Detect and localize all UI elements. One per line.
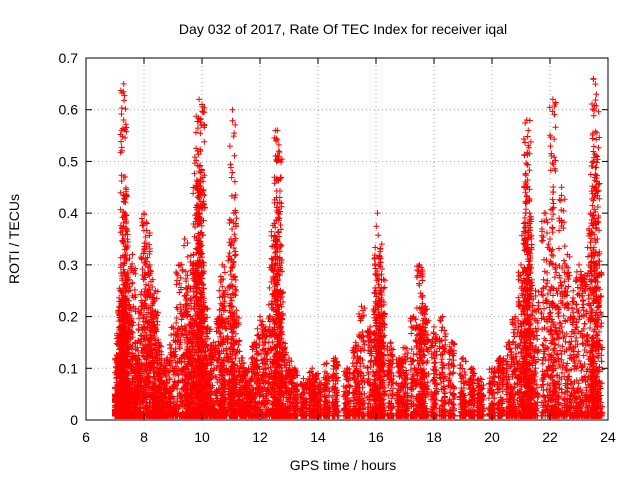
- data-point: [127, 335, 134, 342]
- chart-title: Day 032 of 2017, Rate Of TEC Index for r…: [179, 21, 507, 37]
- data-point: [132, 308, 139, 315]
- data-point: [128, 267, 135, 274]
- data-point: [132, 294, 139, 301]
- data-point: [123, 272, 130, 279]
- data-point: [129, 251, 136, 258]
- data-point: [116, 311, 123, 318]
- data-point: [132, 265, 139, 272]
- data-point: [130, 303, 137, 310]
- data-point: [112, 384, 118, 391]
- data-point: [129, 260, 136, 267]
- data-point: [133, 353, 140, 360]
- data-point: [131, 286, 138, 293]
- data-point: [129, 363, 136, 370]
- data-points: [112, 75, 606, 419]
- data-point: [129, 356, 136, 363]
- data-point: [134, 344, 141, 351]
- data-point: [131, 339, 138, 346]
- data-point: [128, 307, 135, 314]
- data-point: [129, 319, 136, 326]
- data-point: [129, 279, 136, 286]
